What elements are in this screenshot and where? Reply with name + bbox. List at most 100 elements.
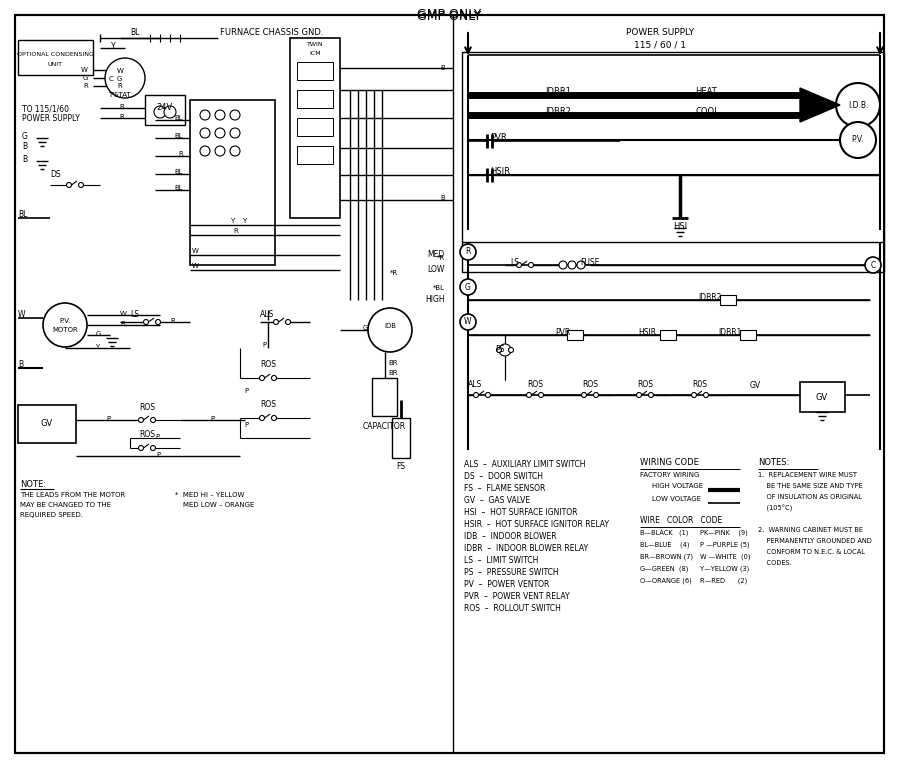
Text: PVR: PVR [490,133,507,142]
Text: W —WHITE  (0): W —WHITE (0) [700,554,751,561]
Text: B: B [441,65,445,71]
Text: P.V.: P.V. [59,318,71,324]
Text: LS  –  LIMIT SWITCH: LS – LIMIT SWITCH [464,556,539,565]
Text: LOW VOLTAGE: LOW VOLTAGE [652,496,701,502]
Text: PS  –  PRESSURE SWITCH: PS – PRESSURE SWITCH [464,568,558,577]
Circle shape [474,392,478,398]
Bar [567,330,583,340]
Text: B—BLACK   (1): B—BLACK (1) [640,530,689,537]
Text: GMP ONLY: GMP ONLY [417,10,481,23]
Circle shape [273,319,279,325]
Circle shape [138,445,144,451]
Text: C: C [109,76,114,82]
Text: UNIT: UNIT [48,62,63,67]
Text: G: G [95,331,101,337]
Text: 24V: 24V [156,104,174,112]
Bar [290,38,340,218]
Text: GMP ONLY: GMP ONLY [417,8,481,21]
Text: IDBR1: IDBR1 [545,87,571,96]
Text: FURNACE CHASSIS GND.: FURNACE CHASSIS GND. [220,28,324,37]
Circle shape [78,183,84,187]
Text: LOW: LOW [428,265,445,274]
Text: B: B [18,360,23,369]
Text: HEAT: HEAT [695,87,717,96]
Polygon shape [800,88,840,122]
Text: BE THE SAME SIZE AND TYPE: BE THE SAME SIZE AND TYPE [758,483,863,489]
Text: *R: *R [390,270,398,276]
Bar [720,295,736,305]
Bar [660,330,676,340]
Text: C: C [870,260,876,270]
Text: W: W [117,68,124,74]
Text: BR—BROWN (7): BR—BROWN (7) [640,554,693,561]
Text: DS  –  DOOR SWITCH: DS – DOOR SWITCH [464,472,543,481]
Circle shape [593,392,599,398]
Bar [145,95,185,125]
Text: IDB  –  INDOOR BLOWER: IDB – INDOOR BLOWER [464,532,556,541]
Text: PS: PS [495,345,504,354]
Text: O—ORANGE (6): O—ORANGE (6) [640,578,691,584]
Text: FUSE: FUSE [580,258,600,267]
Text: R: R [120,114,124,120]
Text: W: W [81,67,88,73]
Text: BL: BL [18,210,27,219]
Text: MAY BE CHANGED TO THE: MAY BE CHANGED TO THE [20,502,111,508]
Circle shape [230,146,240,156]
Circle shape [286,319,290,325]
Text: REQUIRED SPEED.: REQUIRED SPEED. [20,512,83,518]
Text: BL: BL [174,169,183,175]
Text: ROS: ROS [582,380,598,389]
Text: W: W [18,310,25,319]
Circle shape [527,392,531,398]
Text: T'STAT: T'STAT [108,92,130,98]
Text: GV  –  GAS VALVE: GV – GAS VALVE [464,496,530,505]
Text: IDBR2: IDBR2 [545,107,571,116]
Circle shape [138,418,144,422]
Text: Y: Y [111,42,115,51]
Text: 2.  WARNING CABINET MUST BE: 2. WARNING CABINET MUST BE [758,527,863,533]
Text: G: G [83,75,88,81]
Text: BR: BR [388,370,397,376]
Circle shape [260,415,264,421]
Circle shape [156,319,161,325]
Text: P.V.: P.V. [851,135,864,144]
Text: BL: BL [174,133,183,139]
Text: R: R [117,83,121,89]
Text: ALS  –  AUXILIARY LIMIT SWITCH: ALS – AUXILIARY LIMIT SWITCH [464,460,585,469]
Text: MED: MED [428,250,445,259]
Bar [392,418,410,458]
Text: B: B [22,142,27,151]
Text: B: B [120,104,124,110]
Bar [372,378,397,416]
Text: B: B [22,155,27,164]
Text: ROS: ROS [139,430,155,439]
Circle shape [648,392,654,398]
Text: G: G [362,325,368,331]
Circle shape [215,146,225,156]
Circle shape [215,110,225,120]
Text: BL—BLUE    (4): BL—BLUE (4) [640,542,690,548]
Text: ROS: ROS [527,380,543,389]
Text: BL: BL [174,185,183,191]
Text: IDBR1: IDBR1 [718,328,742,337]
Text: P: P [244,422,248,428]
Bar [297,118,333,136]
Bar [740,330,756,340]
Text: FS  –  FLAME SENSOR: FS – FLAME SENSOR [464,484,546,493]
Bar [190,100,275,265]
Text: TWIN: TWIN [307,42,324,47]
Circle shape [704,392,708,398]
Text: HSIR: HSIR [638,328,656,337]
Text: NOTE:: NOTE: [20,480,46,489]
Circle shape [539,392,544,398]
Text: MED LOW – ORANGE: MED LOW – ORANGE [183,502,254,508]
Text: G: G [117,76,122,82]
Circle shape [200,146,210,156]
Text: R: R [234,228,238,234]
Text: *R: *R [437,255,445,261]
Circle shape [368,308,412,352]
Circle shape [836,83,880,127]
Circle shape [105,58,145,98]
Text: DS: DS [50,170,60,179]
Text: PK—PINK    (9): PK—PINK (9) [700,530,748,537]
